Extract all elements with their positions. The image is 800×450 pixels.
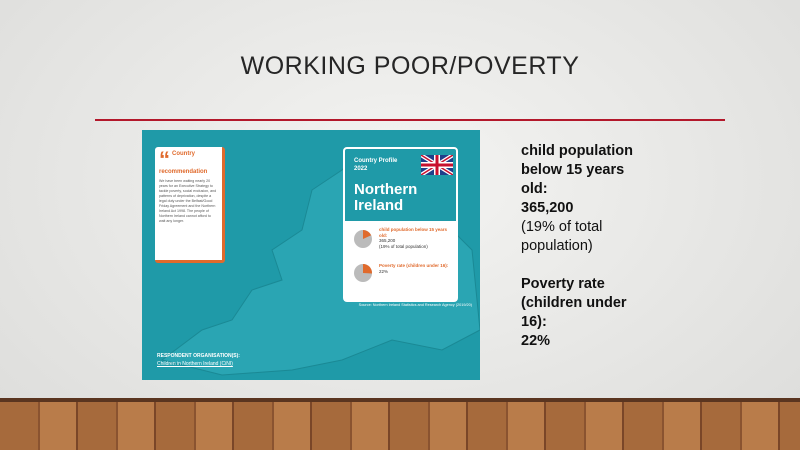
- profile-card: Country Profile 2022 Northern Ireland ch…: [343, 147, 458, 302]
- stat-note: (19% of total population): [379, 243, 428, 249]
- stat-value: 365,200: [379, 238, 396, 244]
- stat-value: 22%: [521, 333, 551, 349]
- divider: [95, 119, 725, 121]
- wood-floor: [0, 398, 800, 450]
- stat-value: 22%: [379, 268, 389, 274]
- footer-label: RESPONDENT ORGANISATION(S):: [157, 353, 240, 359]
- stat-label: child population below 15 years old:: [521, 143, 633, 197]
- uk-flag: [421, 155, 453, 175]
- quote-box: “ Country recommendation We have been wa…: [155, 147, 225, 263]
- stat-label: Poverty rate (children under 16):: [379, 263, 449, 268]
- footer: RESPONDENT ORGANISATION(S): Children in …: [157, 352, 240, 368]
- pie-icon: [354, 230, 372, 248]
- stat: child population below 15 years old: 365…: [379, 227, 451, 249]
- stat-label: child population below 15 years old:: [379, 227, 448, 238]
- stat-note: (19% of total population): [521, 219, 603, 254]
- profile-label: Country Profile 2022: [354, 158, 398, 172]
- slide-title: WORKING POOR/POVERTY: [240, 52, 580, 80]
- stat-value: 365,200: [521, 200, 574, 216]
- infographic: “ Country recommendation We have been wa…: [142, 130, 480, 380]
- footer-org: Children in Northern Ireland (CiNI): [157, 361, 233, 367]
- pie-icon: [354, 264, 373, 282]
- country-name: Northern Ireland: [354, 181, 418, 214]
- source: Source: Northern Ireland Statistics and …: [358, 303, 472, 307]
- quote-heading: Country recommendation: [159, 151, 208, 175]
- stat-label: Poverty rate (children under 16):: [521, 276, 627, 330]
- side-text: child population below 15 years old: 365…: [521, 142, 651, 351]
- quote-text: We have been waiting nearly 20 years for…: [159, 179, 217, 223]
- stat: Poverty rate (children under 16): 22%: [379, 263, 451, 274]
- stats-panel: child population below 15 years old: 365…: [345, 221, 456, 300]
